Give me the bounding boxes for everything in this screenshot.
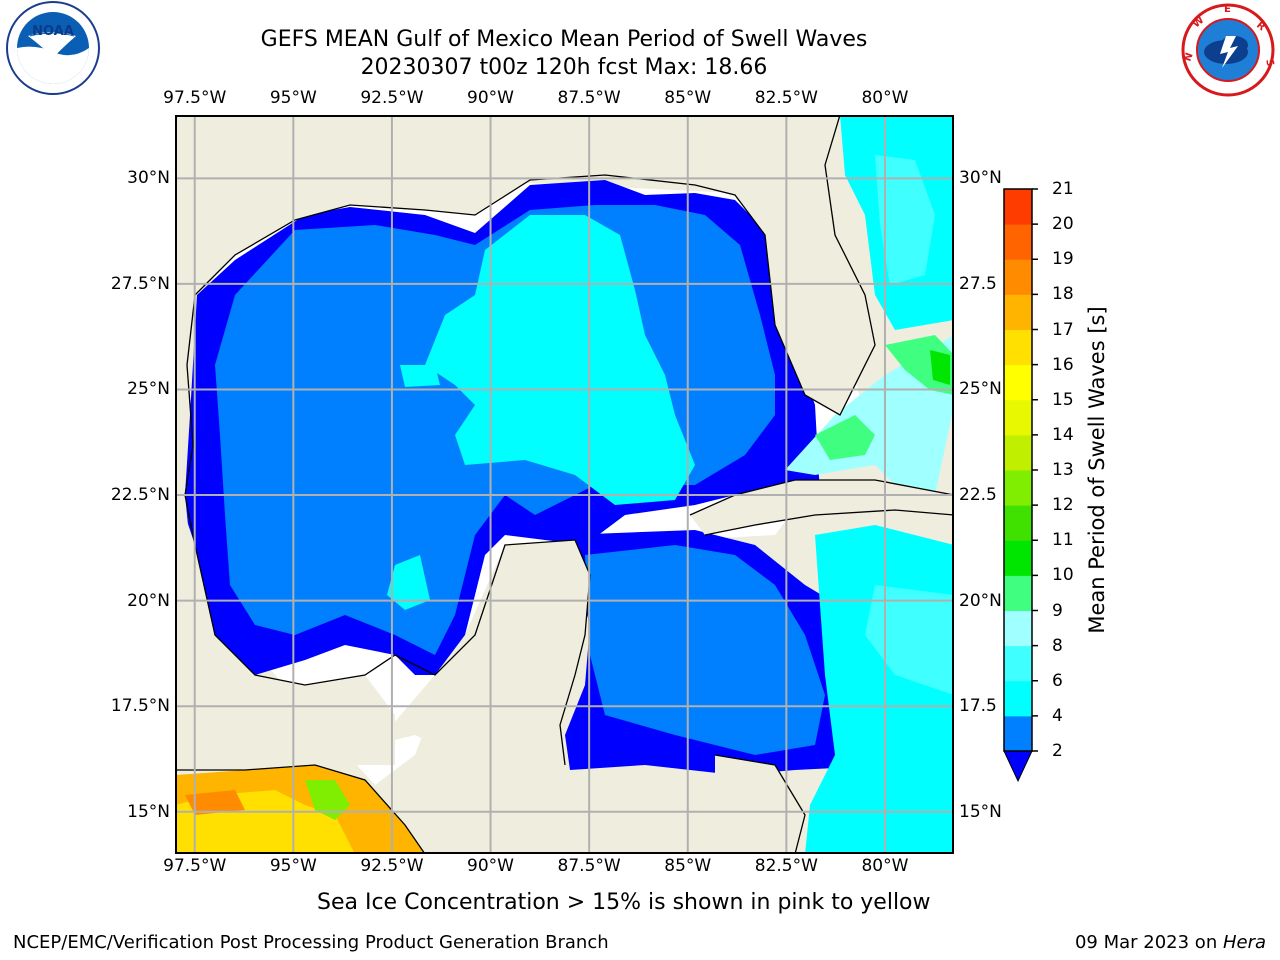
colorbar-segment — [1004, 575, 1032, 611]
lat-tick-label-right: 25°N — [959, 379, 1002, 400]
lon-tick-label-top: 92.5°W — [360, 88, 424, 108]
lon-tick-label-bottom: 82.5°W — [754, 856, 818, 876]
lat-tick-label-right: 30°N — [959, 168, 1002, 189]
colorbar-segment — [1004, 434, 1032, 471]
svg-text:N: N — [1182, 51, 1195, 63]
lat-tick-label-left: 22.5°N — [110, 485, 170, 506]
lat-tick-label-left: 30°N — [127, 168, 170, 189]
swell-4-6s-patch — [387, 555, 430, 610]
lon-tick-label-top: 85°W — [664, 88, 712, 108]
lat-tick-label-left: 17.5°N — [110, 696, 170, 717]
lon-tick-label-top: 90°W — [467, 88, 515, 108]
swell-6-8s-atlantic — [875, 155, 935, 285]
lat-tick-label-right: 17.5 — [959, 696, 997, 717]
swell-period-map — [175, 115, 954, 854]
svg-text:E: E — [1224, 4, 1231, 15]
colorbar-label: 2 — [1052, 741, 1063, 761]
colorbar-segment — [1004, 399, 1032, 436]
land-cuba — [690, 480, 954, 535]
swell-4-6s-caribbean-east — [805, 525, 954, 854]
colorbar-label: 4 — [1052, 705, 1063, 726]
lon-tick-label-top: 80°W — [861, 88, 909, 108]
lat-tick-label-right: 27.5 — [959, 273, 997, 294]
map-grid — [175, 115, 954, 854]
footer-date-text: 09 Mar 2023 on — [1074, 932, 1223, 953]
colorbar-segment — [1004, 329, 1032, 366]
colorbar-label: 6 — [1052, 670, 1063, 691]
lat-tick-label-left: 25°N — [127, 379, 170, 400]
colorbar-segment — [1004, 189, 1032, 225]
footer-credit: NCEP/EMC/Verification Post Processing Pr… — [13, 932, 609, 953]
colorbar-label: 20 — [1052, 214, 1074, 235]
colorbar-segment — [1004, 505, 1032, 541]
swell-12-13s-pacific — [305, 780, 350, 820]
colorbar-segment — [1004, 224, 1032, 260]
lon-tick-label-bottom: 90°W — [467, 856, 515, 876]
colorbar-label: 14 — [1052, 424, 1074, 445]
lon-tick-label-top: 87.5°W — [557, 88, 621, 108]
svg-text:W: W — [1191, 15, 1207, 31]
lat-tick-label-right: 22.5 — [959, 485, 997, 506]
map-title: GEFS MEAN Gulf of Mexico Mean Period of … — [260, 27, 868, 52]
svg-text:S: S — [1263, 58, 1275, 68]
colorbar-label: 9 — [1052, 600, 1063, 621]
colorbar-segment — [1004, 715, 1032, 752]
footer-date: 09 Mar 2023 on Hera — [1075, 932, 1266, 953]
colorbar-segment — [1004, 294, 1032, 330]
swell-4-6s-central — [425, 215, 695, 505]
colorbar-label: 17 — [1052, 319, 1074, 340]
colorbar-segment — [1004, 259, 1032, 295]
colorbar-label: 11 — [1052, 530, 1074, 551]
lon-tick-label-top: 95°W — [269, 88, 317, 108]
swell-6-8s-caribbean-east — [865, 585, 954, 695]
swell-9-10s-straits — [815, 415, 875, 460]
lat-tick-label-left: 20°N — [127, 590, 170, 611]
colorbar-label: 8 — [1052, 635, 1063, 656]
colorbar-title: Mean Period of Swell Waves [s] — [1085, 306, 1109, 634]
lon-tick-label-top: 97.5°W — [163, 88, 227, 108]
lon-tick-label-bottom: 85°W — [664, 856, 712, 876]
swell-18-19s-pacific — [185, 790, 245, 815]
lon-tick-label-bottom: 80°W — [861, 856, 909, 876]
land-honduras — [715, 755, 805, 854]
land-mexico — [175, 485, 395, 775]
colorbar-label: 21 — [1052, 179, 1074, 199]
land-yucatan — [375, 540, 590, 765]
lat-tick-label-right: 15°N — [959, 801, 1002, 822]
lon-tick-label-top: 82.5°W — [754, 88, 818, 108]
noaa-logo-text: NOAA — [32, 24, 74, 39]
lat-tick-label-left: 15°N — [127, 801, 170, 822]
swell-4-6s-patch2 — [400, 365, 440, 387]
lon-tick-label-bottom: 95°W — [269, 856, 317, 876]
lon-tick-label-bottom: 87.5°W — [557, 856, 621, 876]
noaa-logo: NOAA — [6, 1, 100, 95]
colorbar-segment — [1004, 470, 1032, 506]
nws-logo: N W E R S — [1181, 3, 1276, 97]
colorbar-under-arrow — [1003, 750, 1033, 783]
colorbar-segment — [1004, 540, 1032, 576]
footer-host: Hera — [1222, 932, 1266, 953]
map-subtitle: 20230307 t00z 120h fcst Max: 18.66 — [360, 55, 768, 80]
colorbar-segment — [1004, 610, 1032, 647]
colorbar-segment — [1004, 645, 1032, 682]
colorbar-label: 13 — [1052, 460, 1074, 480]
land-us-coast — [175, 115, 875, 415]
sea-ice-note: Sea Ice Concentration > 15% is shown in … — [317, 890, 931, 915]
colorbar-label: 15 — [1052, 389, 1074, 410]
colorbar-label: 10 — [1052, 565, 1074, 586]
lon-tick-label-bottom: 97.5°W — [163, 856, 227, 876]
lon-tick-label-bottom: 92.5°W — [360, 856, 424, 876]
colorbar — [1003, 188, 1038, 783]
lat-tick-label-right: 20°N — [959, 590, 1002, 611]
swell-2-4s-caribbean — [585, 545, 825, 755]
colorbar-segment — [1004, 364, 1032, 401]
colorbar-label: 18 — [1052, 284, 1074, 305]
colorbar-label: 19 — [1052, 249, 1074, 270]
swell-10-11s-bahamas — [930, 350, 950, 385]
colorbar-label: 16 — [1052, 354, 1074, 375]
map-frame — [175, 115, 954, 854]
colorbar-label: 12 — [1052, 495, 1074, 516]
colorbar-segment — [1004, 680, 1032, 717]
lat-tick-label-left: 27.5°N — [110, 273, 170, 294]
